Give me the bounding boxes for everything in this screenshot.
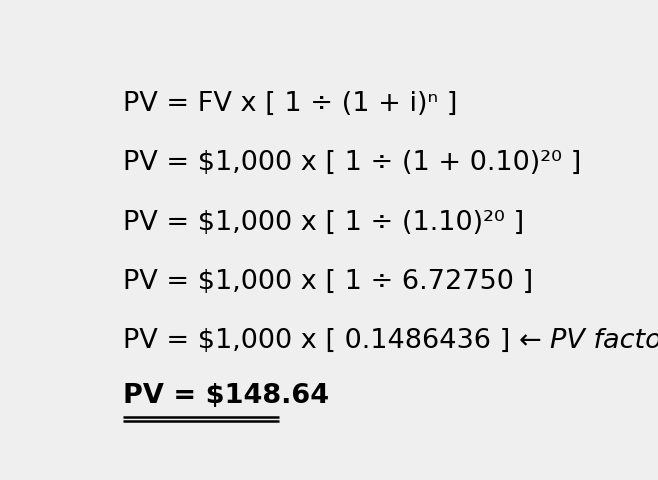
Text: PV = FV x [ 1 ÷ (1 + i)ⁿ ]: PV = FV x [ 1 ÷ (1 + i)ⁿ ]	[123, 91, 457, 117]
Text: PV = $1,000 x [ 1 ÷ 6.72750 ]: PV = $1,000 x [ 1 ÷ 6.72750 ]	[123, 269, 533, 295]
Text: PV = $1,000 x [ 1 ÷ (1 + 0.10)²⁰ ]: PV = $1,000 x [ 1 ÷ (1 + 0.10)²⁰ ]	[123, 150, 582, 176]
Text: PV = $1,000 x [ 1 ÷ (1.10)²⁰ ]: PV = $1,000 x [ 1 ÷ (1.10)²⁰ ]	[123, 209, 524, 236]
Text: PV = $1,000 x [ 0.1486436 ] ←: PV = $1,000 x [ 0.1486436 ] ←	[123, 328, 551, 354]
Text: PV = $148.64: PV = $148.64	[123, 383, 329, 409]
Text: PV factor: PV factor	[551, 328, 658, 354]
